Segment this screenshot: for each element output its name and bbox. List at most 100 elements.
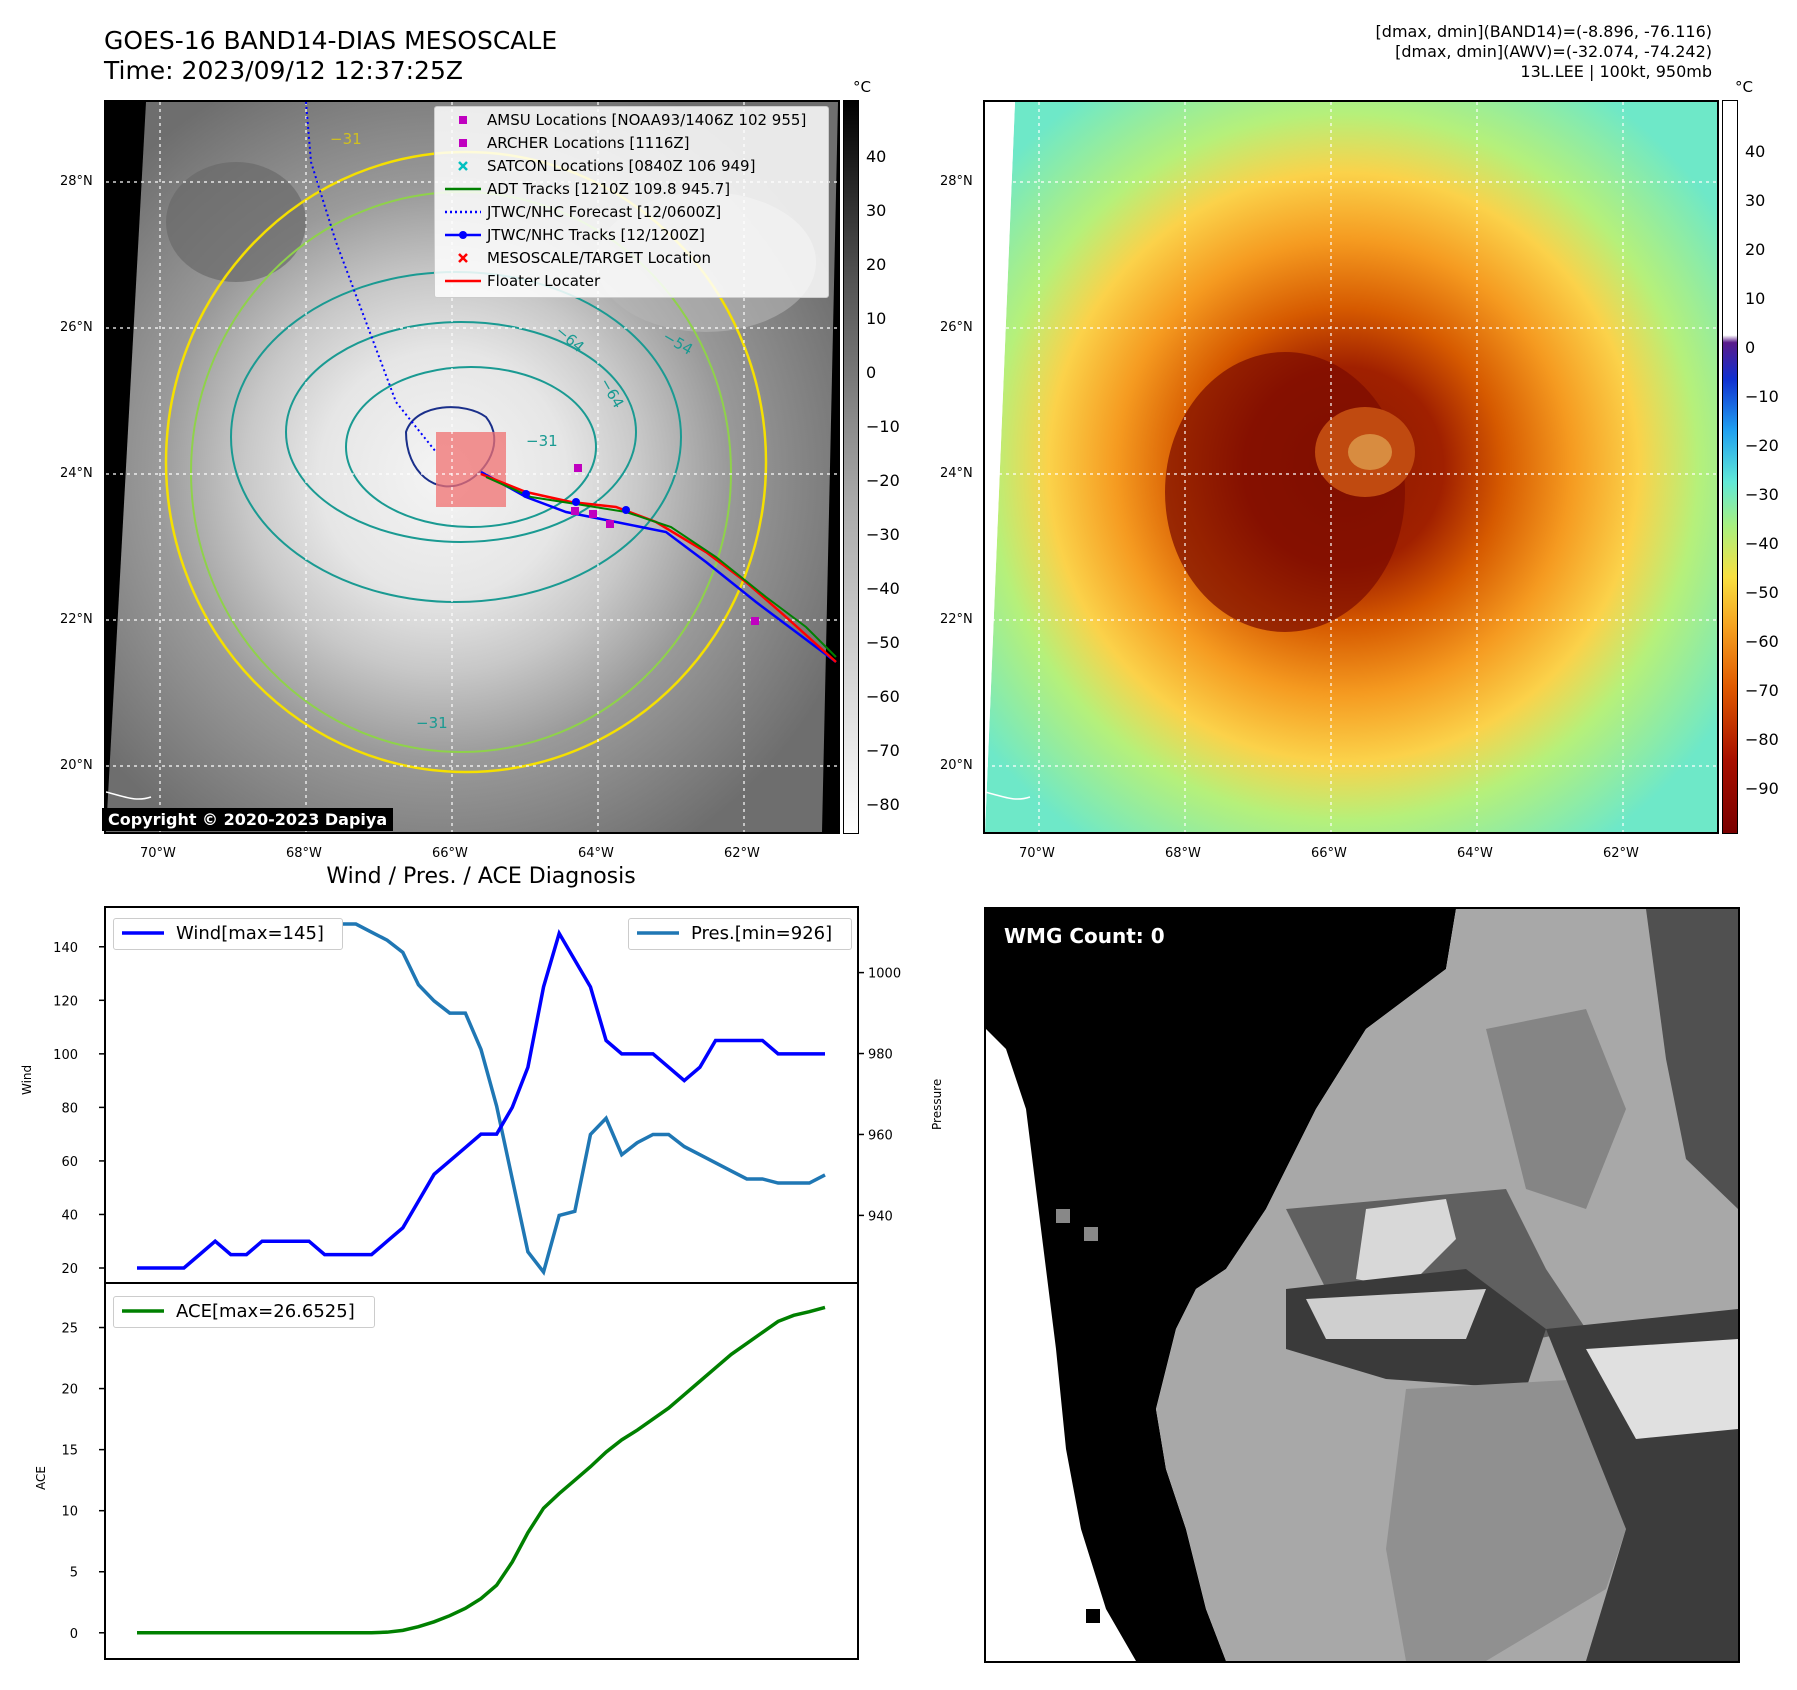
ace-series-line	[137, 1305, 826, 1635]
wind-plot-frame	[104, 906, 859, 1284]
cb-tick: −20	[866, 471, 900, 490]
figure-title-line1: GOES-16 BAND14-DIAS MESOSCALE	[104, 26, 558, 55]
cb-tick: 10	[1745, 289, 1766, 308]
lon-tick: 68°W	[1165, 846, 1201, 861]
cb-tick: −60	[1745, 632, 1779, 651]
wind-legend-label: Wind[max=145]	[176, 923, 324, 944]
lon-tick: 64°W	[578, 846, 614, 861]
map-legend: AMSU Locations [NOAA93/1406Z 102 955] AR…	[434, 106, 829, 298]
cb-tick: −70	[866, 741, 900, 760]
cb-tick: 30	[866, 201, 887, 220]
cb-tick: 40	[1745, 142, 1766, 161]
colorbar-left-unit: °C	[853, 78, 871, 96]
lat-tick: 24°N	[940, 466, 973, 481]
contour-label-5: −31	[416, 714, 448, 732]
lat-tick: 22°N	[940, 612, 973, 627]
wind-axis-tick-label: 40	[61, 1208, 78, 1223]
ace-axis-label: ACE	[34, 1466, 48, 1490]
ace-axis-tick-label: 25	[61, 1322, 78, 1337]
cb-tick: −50	[866, 633, 900, 652]
diagnosis-title: Wind / Pres. / ACE Diagnosis	[326, 864, 636, 889]
wind-legend: Wind[max=145]	[113, 918, 343, 950]
lat-tick: 20°N	[940, 758, 973, 773]
cb-tick: −20	[1745, 436, 1779, 455]
lat-tick: 28°N	[940, 174, 973, 189]
cb-tick: 0	[866, 363, 877, 382]
lat-tick: 20°N	[60, 758, 93, 773]
wmg-count-badge: WMG Count: 0	[996, 920, 1173, 952]
cb-tick: 40	[866, 147, 887, 166]
wind-axis-tick-label: 100	[53, 1048, 78, 1063]
cb-tick: 20	[866, 255, 887, 274]
info-block: [dmax, dmin](BAND14)=(-8.896, -76.116) […	[1376, 22, 1712, 82]
pressure-axis-tick-label: 980	[868, 1048, 893, 1063]
pressure-axis-tick-label: 960	[868, 1128, 893, 1143]
wind-axis-tick-label: 60	[61, 1155, 78, 1170]
cb-tick: −10	[1745, 387, 1779, 406]
cb-tick: −40	[866, 579, 900, 598]
wind-axis-label: Wind	[20, 1064, 34, 1095]
cb-tick: −80	[866, 795, 900, 814]
ace-axis-tick-label: 10	[61, 1505, 78, 1520]
awv-map-image	[985, 102, 1717, 832]
cb-tick: 10	[866, 309, 887, 328]
lat-tick: 26°N	[940, 320, 973, 335]
cb-tick: −10	[866, 417, 900, 436]
ace-plot-frame	[104, 1282, 859, 1660]
pressure-axis-label: Pressure	[930, 1078, 944, 1130]
pressure-legend-label: Pres.[min=926]	[691, 923, 833, 944]
contour-label-6: −31	[526, 432, 558, 450]
lon-tick: 62°W	[1603, 846, 1639, 861]
cb-tick: −30	[866, 525, 900, 544]
cb-tick: −50	[1745, 583, 1779, 602]
wmg-panel	[984, 907, 1740, 1663]
lat-tick: 28°N	[60, 174, 93, 189]
ace-axis-tick-label: 20	[61, 1383, 78, 1398]
contour-label-1: −31	[330, 130, 362, 148]
lon-tick: 70°W	[1019, 846, 1055, 861]
cb-tick: −80	[1745, 730, 1779, 749]
awv-map-panel	[983, 100, 1719, 834]
ace-legend: ACE[max=26.6525]	[113, 1296, 375, 1328]
wmg-image	[986, 909, 1738, 1661]
wind-axis-tick-label: 140	[53, 941, 78, 956]
cb-tick: −90	[1745, 779, 1779, 798]
wind-axis-tick-label: 80	[61, 1101, 78, 1116]
lat-tick: 24°N	[60, 466, 93, 481]
colorbar-right	[1722, 100, 1738, 834]
wind-series-line	[137, 928, 825, 1270]
cb-tick: −60	[866, 687, 900, 706]
wind-axis-tick-label: 20	[61, 1262, 78, 1277]
copyright-label: Copyright © 2020-2023 Dapiya	[102, 808, 394, 831]
pressure-axis-tick-label: 940	[868, 1209, 893, 1224]
colorbar-right-unit: °C	[1735, 78, 1753, 96]
pressure-legend: Pres.[min=926]	[628, 918, 852, 950]
lon-tick: 64°W	[1457, 846, 1493, 861]
lon-tick: 66°W	[432, 846, 468, 861]
figure-title: GOES-16 BAND14-DIAS MESOSCALE Time: 2023/…	[104, 26, 557, 86]
cb-tick: 0	[1745, 338, 1756, 357]
lon-tick: 68°W	[286, 846, 322, 861]
wind-axis-tick-label: 120	[53, 994, 78, 1009]
colorbar-left	[843, 100, 859, 834]
ace-axis-tick-label: 0	[70, 1627, 78, 1642]
cb-tick: 30	[1745, 191, 1766, 210]
pressure-series-line	[137, 922, 826, 1276]
lon-tick: 70°W	[140, 846, 176, 861]
ace-legend-label: ACE[max=26.6525]	[176, 1301, 355, 1322]
cb-tick: −70	[1745, 681, 1779, 700]
info-line1: [dmax, dmin](BAND14)=(-8.896, -76.116)	[1375, 22, 1712, 41]
pressure-axis-tick-label: 1000	[868, 967, 901, 982]
ace-axis-tick-label: 5	[70, 1566, 78, 1581]
lon-tick: 62°W	[724, 846, 760, 861]
info-line3: 13L.LEE | 100kt, 950mb	[1520, 62, 1712, 81]
cb-tick: 20	[1745, 240, 1766, 259]
figure-title-line2: Time: 2023/09/12 12:37:25Z	[104, 56, 463, 85]
cb-tick: −40	[1745, 534, 1779, 553]
ace-axis-tick-label: 15	[61, 1444, 78, 1459]
lat-tick: 26°N	[60, 320, 93, 335]
lon-tick: 66°W	[1311, 846, 1347, 861]
lat-tick: 22°N	[60, 612, 93, 627]
info-line2: [dmax, dmin](AWV)=(-32.074, -74.242)	[1395, 42, 1712, 61]
cb-tick: −30	[1745, 485, 1779, 504]
